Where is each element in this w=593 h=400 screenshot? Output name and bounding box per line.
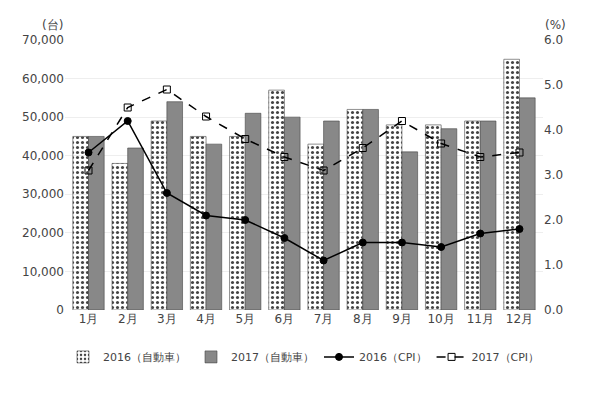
svg-text:6月: 6月 xyxy=(275,312,295,326)
svg-text:0.0: 0.0 xyxy=(544,303,563,317)
svg-text:2月: 2月 xyxy=(118,312,138,326)
svg-text:2017（CPI）: 2017（CPI） xyxy=(472,351,540,364)
svg-text:5月: 5月 xyxy=(235,312,255,326)
svg-text:50,000: 50,000 xyxy=(22,110,64,124)
svg-text:60,000: 60,000 xyxy=(22,72,64,86)
svg-text:0: 0 xyxy=(56,303,64,317)
svg-text:2016（CPI）: 2016（CPI） xyxy=(359,351,427,364)
svg-text:30,000: 30,000 xyxy=(22,187,64,201)
svg-text:20,000: 20,000 xyxy=(22,226,64,240)
svg-text:(%): (%) xyxy=(545,18,566,32)
svg-text:2016（自動車）: 2016（自動車） xyxy=(103,351,186,364)
svg-text:7月: 7月 xyxy=(314,312,334,326)
svg-text:2.0: 2.0 xyxy=(544,213,563,227)
svg-text:9月: 9月 xyxy=(392,312,412,326)
svg-text:70,000: 70,000 xyxy=(22,33,64,47)
svg-text:5.0: 5.0 xyxy=(544,78,563,92)
svg-text:4月: 4月 xyxy=(196,312,216,326)
svg-text:8月: 8月 xyxy=(353,312,373,326)
svg-text:1.0: 1.0 xyxy=(544,258,563,272)
svg-text:1月: 1月 xyxy=(79,312,99,326)
svg-text:(台): (台) xyxy=(42,18,63,32)
svg-text:10,000: 10,000 xyxy=(22,265,64,279)
svg-text:3.0: 3.0 xyxy=(544,168,563,182)
svg-text:4.0: 4.0 xyxy=(544,123,563,137)
svg-text:11月: 11月 xyxy=(467,312,494,326)
svg-text:40,000: 40,000 xyxy=(22,149,64,163)
svg-text:2017（自動車）: 2017（自動車） xyxy=(231,351,314,364)
svg-text:6.0: 6.0 xyxy=(544,33,563,47)
svg-text:12月: 12月 xyxy=(506,312,533,326)
svg-text:10月: 10月 xyxy=(427,312,454,326)
svg-text:3月: 3月 xyxy=(157,312,177,326)
